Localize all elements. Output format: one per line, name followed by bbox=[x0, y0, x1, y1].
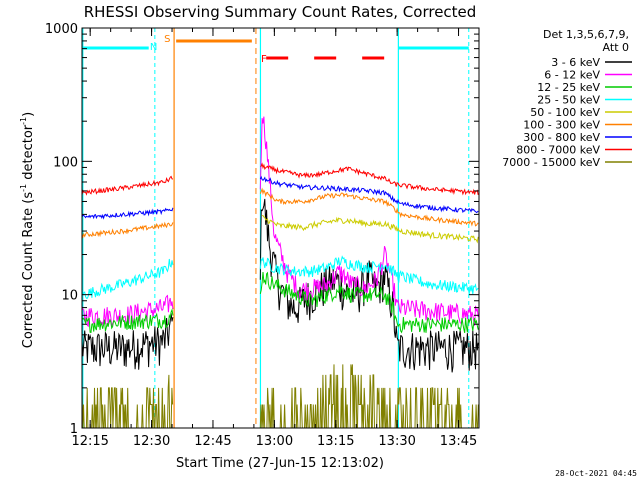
series-line-6 bbox=[82, 175, 479, 220]
legend-label: 300 - 800 keV bbox=[523, 131, 600, 144]
y-tick-label: 1000 bbox=[45, 22, 78, 37]
x-tick-label: 12:15 bbox=[71, 434, 108, 449]
legend-label: 50 - 100 keV bbox=[530, 106, 600, 119]
chart-title: RHESSI Observing Summary Count Rates, Co… bbox=[84, 3, 477, 21]
series-line-7 bbox=[82, 162, 479, 196]
x-axis-ticks: 12:15 12:30 12:45 13:00 13:15 13:30 13:45 bbox=[71, 28, 480, 449]
series-line-3 bbox=[82, 255, 479, 299]
n-label: N bbox=[150, 42, 157, 53]
f-label: F bbox=[261, 54, 267, 65]
y-tick-label: 1 bbox=[70, 422, 78, 437]
timestamp: 28-Oct-2021 04:45 bbox=[555, 469, 637, 478]
legend-label: 100 - 300 keV bbox=[523, 119, 600, 132]
legend-label: 6 - 12 keV bbox=[544, 69, 600, 82]
legend-label: 12 - 25 keV bbox=[537, 81, 600, 94]
x-tick-label: 13:30 bbox=[378, 434, 415, 449]
y-tick-label: 100 bbox=[53, 155, 78, 170]
y-axis-label: Corrected Count Rate (s-1 detector-1) bbox=[19, 112, 36, 348]
y-axis-label-mid: detector bbox=[21, 124, 36, 184]
legend-label: 25 - 50 keV bbox=[537, 94, 600, 107]
x-tick-label: 13:45 bbox=[440, 434, 477, 449]
x-tick-label: 12:45 bbox=[194, 434, 231, 449]
s-label: S bbox=[164, 34, 170, 45]
series-line-8 bbox=[82, 364, 479, 428]
legend-header-detectors: Det 1,3,5,6,7,9, bbox=[543, 28, 629, 41]
series-line-0 bbox=[82, 198, 479, 373]
x-tick-label: 13:00 bbox=[256, 434, 293, 449]
x-axis-label: Start Time (27-Jun-15 12:13:02) bbox=[176, 456, 384, 471]
legend-header-attenuator: Att 0 bbox=[603, 41, 629, 54]
y-axis-label-sup1: -1 bbox=[19, 184, 28, 192]
y-axis-label-end: ) bbox=[21, 112, 36, 117]
y-axis-ticks: 1 10 100 1000 bbox=[45, 22, 479, 437]
plot-frame bbox=[81, 27, 480, 429]
plot-area: NSF 12:15 12:30 12:45 13:00 13:15 13:30 13:45 … bbox=[45, 22, 480, 449]
series-lines bbox=[82, 116, 479, 428]
y-tick-label: 10 bbox=[61, 289, 78, 304]
series-line-4 bbox=[262, 215, 479, 244]
legend-label: 3 - 6 keV bbox=[551, 56, 600, 69]
series-line-5 bbox=[82, 187, 479, 239]
x-tick-label: 12:30 bbox=[133, 434, 170, 449]
legend-label: 7000 - 15000 keV bbox=[502, 156, 600, 169]
y-axis-label-sup2: -1 bbox=[19, 117, 28, 125]
legend-label: 800 - 7000 keV bbox=[516, 144, 600, 157]
x-tick-label: 13:15 bbox=[317, 434, 354, 449]
y-axis-label-main: Corrected Count Rate (s bbox=[21, 192, 36, 349]
series-line-2 bbox=[82, 271, 479, 334]
